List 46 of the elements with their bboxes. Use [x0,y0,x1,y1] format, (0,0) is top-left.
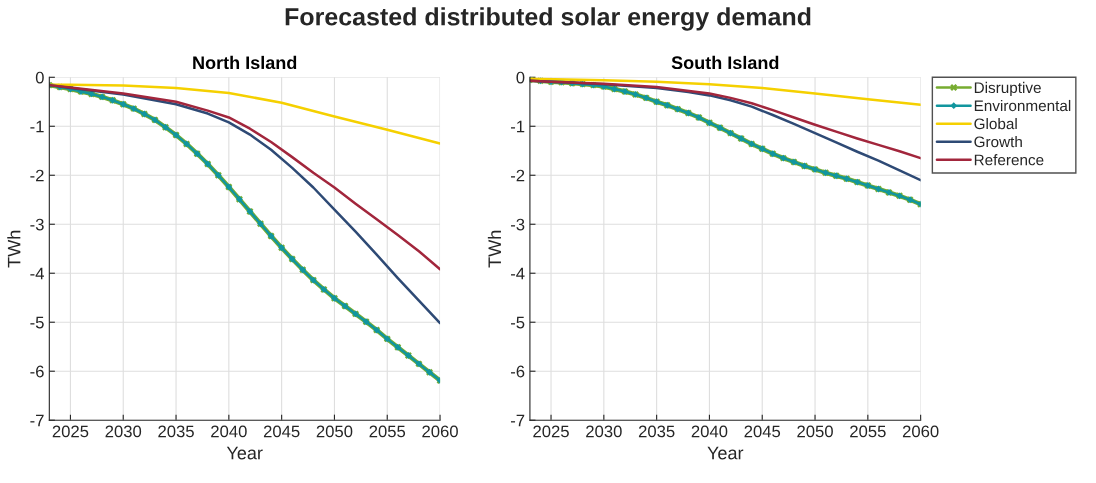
y-tick-label: -3 [30,218,44,231]
y-tick-label: -1 [30,120,44,133]
line-series [49,83,441,271]
x-tick-label: 2035 [158,425,194,438]
y-tick-label: -6 [30,365,44,378]
x-tick-label: 2030 [105,425,142,438]
x-tick-label: 2025 [52,425,89,438]
legend-label: Global [974,117,1017,130]
y-tick-label: -3 [510,218,525,231]
y-tick-label: -5 [510,316,525,329]
y-axis-title: TWh [487,230,501,268]
y-tick-label: -6 [510,365,525,378]
chart-subtitle: North Island [193,55,297,70]
y-tick-label: 0 [35,71,44,84]
x-tick-label: 2030 [586,425,622,438]
x-tick-label: 2055 [850,425,886,438]
y-tick-label: -7 [510,414,525,427]
chart-title: South Island [671,55,779,70]
x-tick-label: 2050 [797,425,833,438]
y-tick-label: -1 [510,120,525,133]
x-tick-label: 2045 [744,425,781,438]
x-tick-label: 2060 [422,425,458,438]
x-axis-title: Year [226,446,263,460]
x-tick-label: 2025 [533,425,569,438]
y-tick-label: -4 [510,267,525,280]
y-tick-label: -2 [30,169,44,182]
y-tick-label: -5 [30,316,44,329]
y-axis-title: TWh [7,230,21,268]
line-series [49,83,441,145]
legend-label: Reference [974,154,1044,166]
x-tick-label: 2040 [691,425,728,438]
legend-label: Disruptive [974,81,1041,97]
x-tick-label: 2060 [902,425,939,438]
x-tick-label: 2045 [263,425,300,438]
x-tick-label: 2050 [316,425,353,438]
text: Forecasted distributed solar energy demand [285,7,811,31]
y-tick-label: -7 [30,414,44,427]
x-tick-label: 2035 [638,425,675,438]
x-tick-label: 2040 [211,425,247,438]
x-tick-label: 2055 [369,425,406,438]
x-axis-title: Year [707,446,744,460]
y-tick-label: -2 [510,169,525,182]
legend-label: Growth [974,136,1022,148]
legend-label: Environmental [974,99,1071,112]
y-tick-label: 0 [516,71,525,84]
y-tick-label: -4 [30,267,44,280]
